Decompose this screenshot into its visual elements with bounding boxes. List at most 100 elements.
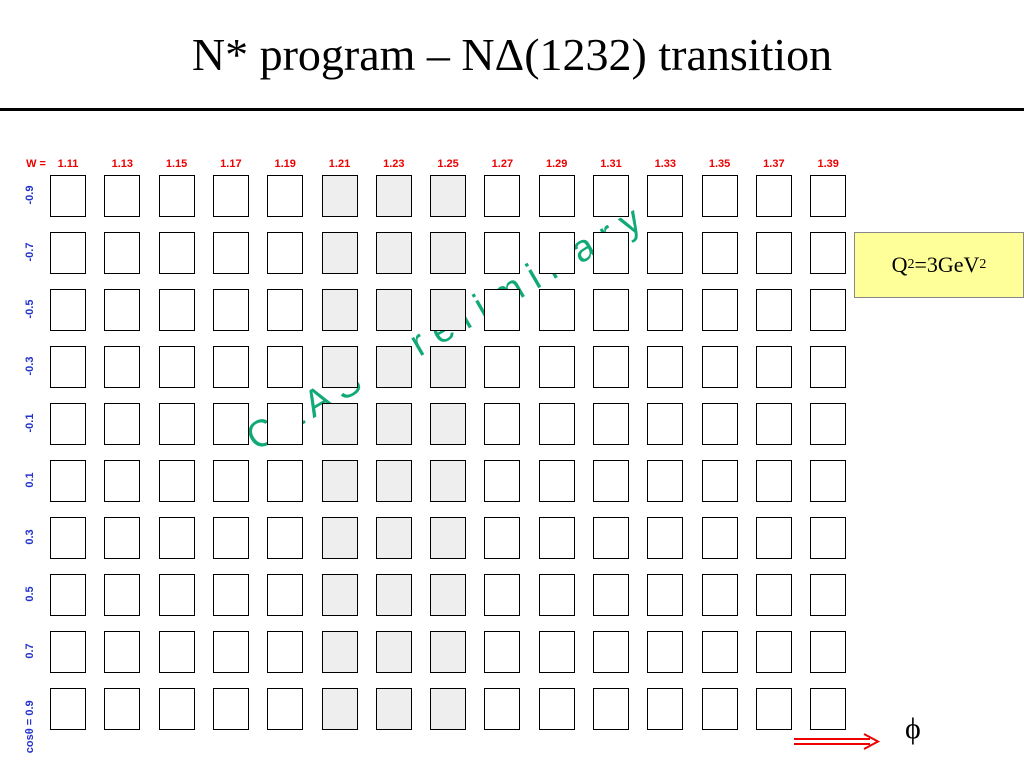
panel bbox=[158, 175, 195, 217]
panel bbox=[50, 289, 86, 331]
panel bbox=[593, 289, 629, 331]
panel bbox=[50, 460, 86, 502]
panel bbox=[267, 517, 304, 559]
panel bbox=[755, 631, 792, 673]
panel bbox=[212, 403, 249, 445]
panel bbox=[593, 574, 629, 616]
panel bbox=[158, 232, 195, 274]
panel bbox=[538, 232, 575, 274]
panel bbox=[375, 175, 412, 217]
panel bbox=[430, 517, 467, 559]
panel bbox=[321, 403, 358, 445]
panel bbox=[647, 460, 684, 502]
panel bbox=[755, 289, 792, 331]
panel bbox=[267, 175, 304, 217]
panel bbox=[484, 517, 521, 559]
panel bbox=[701, 289, 738, 331]
cos-value: -0.5 bbox=[24, 299, 36, 319]
panel bbox=[375, 289, 412, 331]
panel bbox=[755, 517, 792, 559]
panel bbox=[267, 289, 304, 331]
panel bbox=[430, 346, 467, 388]
panel bbox=[647, 403, 684, 445]
cos-value: 0.5 bbox=[24, 586, 36, 602]
panel bbox=[593, 403, 629, 445]
panel bbox=[375, 403, 412, 445]
panel bbox=[267, 403, 304, 445]
panel bbox=[484, 403, 521, 445]
panel bbox=[810, 403, 847, 445]
panel bbox=[755, 460, 792, 502]
panel bbox=[375, 232, 412, 274]
panel bbox=[538, 460, 575, 502]
panel bbox=[701, 688, 738, 730]
panel bbox=[212, 460, 249, 502]
panel bbox=[375, 346, 412, 388]
panel bbox=[538, 688, 575, 730]
panel bbox=[484, 175, 521, 217]
panel bbox=[701, 460, 738, 502]
w-value: 1.31 bbox=[600, 158, 622, 170]
panel bbox=[50, 175, 86, 217]
cos-value: -0.9 bbox=[24, 185, 36, 205]
panel bbox=[484, 346, 521, 388]
panel bbox=[701, 631, 738, 673]
panel bbox=[593, 631, 629, 673]
panel bbox=[810, 175, 847, 217]
panel bbox=[212, 688, 249, 730]
w-value: 1.15 bbox=[165, 158, 188, 170]
panel bbox=[104, 346, 141, 388]
panel bbox=[430, 460, 467, 502]
panel bbox=[104, 517, 141, 559]
panel bbox=[430, 175, 467, 217]
panel bbox=[104, 289, 141, 331]
panel bbox=[212, 232, 249, 274]
panel bbox=[701, 574, 738, 616]
panel bbox=[212, 517, 249, 559]
panel bbox=[647, 289, 684, 331]
panel bbox=[755, 574, 792, 616]
cos-value: 0.3 bbox=[24, 529, 36, 545]
w-value: 1.39 bbox=[817, 158, 839, 170]
panel bbox=[267, 460, 304, 502]
panel bbox=[104, 574, 141, 616]
w-label: W = bbox=[26, 158, 46, 170]
panel bbox=[593, 688, 629, 730]
panel bbox=[212, 175, 249, 217]
panel bbox=[647, 517, 684, 559]
panel bbox=[647, 688, 684, 730]
panel bbox=[755, 688, 792, 730]
panel bbox=[50, 517, 86, 559]
panel bbox=[158, 688, 195, 730]
panel bbox=[810, 517, 847, 559]
w-value: 1.13 bbox=[111, 158, 133, 170]
panel bbox=[430, 232, 467, 274]
panel bbox=[50, 346, 86, 388]
panel bbox=[538, 289, 575, 331]
panel bbox=[104, 232, 141, 274]
w-value: 1.17 bbox=[220, 158, 242, 170]
panel bbox=[484, 289, 521, 331]
panel bbox=[701, 517, 738, 559]
panel bbox=[701, 403, 738, 445]
w-value: 1.37 bbox=[763, 158, 785, 170]
panel bbox=[375, 574, 412, 616]
panel bbox=[810, 574, 847, 616]
panel bbox=[212, 574, 249, 616]
panel bbox=[647, 346, 684, 388]
panel bbox=[701, 346, 738, 388]
w-value: 1.33 bbox=[654, 158, 676, 170]
q2-box: Q 2 =3GeV 2 bbox=[854, 232, 1024, 298]
w-value: 1.35 bbox=[708, 158, 731, 170]
panel bbox=[810, 631, 847, 673]
panel bbox=[810, 346, 847, 388]
w-value: 1.29 bbox=[545, 158, 568, 170]
panel bbox=[538, 403, 575, 445]
panel bbox=[267, 574, 304, 616]
panel bbox=[267, 232, 304, 274]
panel bbox=[430, 289, 467, 331]
panel bbox=[50, 688, 86, 730]
panel bbox=[755, 403, 792, 445]
cos-value: 0.1 bbox=[24, 472, 36, 488]
